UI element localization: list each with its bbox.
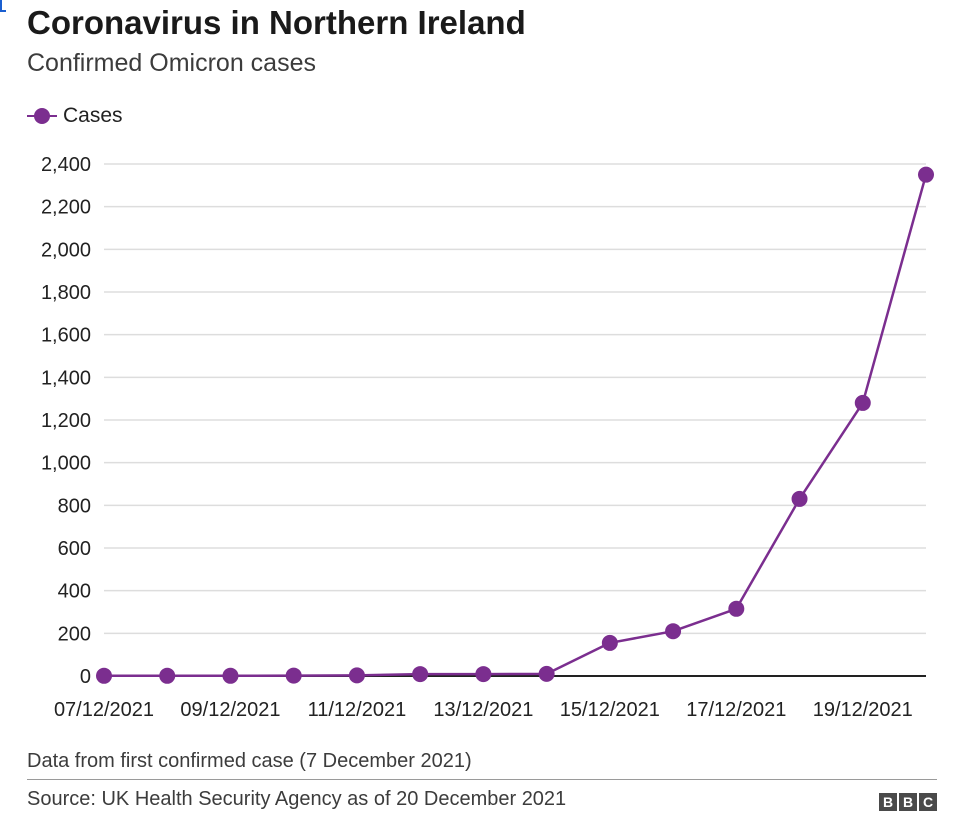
bbc-logo-letter: C (919, 793, 937, 811)
chart-legend: Cases (27, 103, 123, 129)
y-tick-label: 1,400 (41, 367, 91, 389)
y-tick-label: 200 (58, 623, 91, 645)
data-point (475, 666, 492, 683)
y-tick-label: 800 (58, 495, 91, 517)
x-tick-label: 15/12/2021 (560, 699, 660, 721)
y-tick-label: 400 (58, 581, 91, 603)
data-point (96, 667, 112, 684)
legend-label-cases: Cases (63, 104, 123, 127)
chart-subtitle: Confirmed Omicron cases (27, 49, 316, 77)
data-point (791, 490, 808, 507)
x-tick-label: 07/12/2021 (54, 699, 154, 721)
chart-title: Coronavirus in Northern Ireland (27, 4, 526, 41)
data-point (285, 667, 302, 684)
y-tick-label: 1,800 (41, 282, 91, 304)
data-point (348, 667, 365, 684)
data-point (918, 166, 934, 183)
data-point (854, 394, 871, 411)
footer-divider (27, 779, 937, 780)
data-point (222, 667, 239, 684)
x-axis-ticks: 07/12/2021 09/12/2021 11/12/2021 13/12/2021… (54, 699, 913, 721)
y-tick-label: 1,200 (41, 410, 91, 432)
bbc-logo-letter: B (879, 793, 897, 811)
x-tick-label: 09/12/2021 (180, 699, 280, 721)
bbc-logo-letter: B (899, 793, 917, 811)
line-chart: 0 200 400 600 800 1,000 1,200 1,400 1,600 1,800 2,… (41, 154, 934, 721)
y-tick-label: 2,200 (41, 197, 91, 219)
y-tick-label: 2,000 (41, 239, 91, 261)
series-line-cases (104, 174, 928, 678)
y-tick-label: 1,000 (41, 453, 91, 475)
y-tick-label: 600 (58, 538, 91, 560)
legend-swatch-icon (27, 106, 57, 126)
data-point (159, 667, 176, 684)
data-note: Data from first confirmed case (7 Decemb… (27, 750, 472, 772)
y-axis-ticks: 0 200 400 600 800 1,000 1,200 1,400 1,600 1,800 2,… (41, 154, 91, 688)
bbc-logo: B B C (879, 793, 937, 811)
y-tick-label: 1,600 (41, 325, 91, 347)
x-tick-label: 19/12/2021 (813, 699, 913, 721)
y-tick-label: 0 (80, 666, 91, 688)
data-point (412, 666, 429, 683)
x-tick-label: 11/12/2021 (308, 699, 407, 721)
data-point (665, 623, 682, 640)
grid-lines (104, 163, 926, 677)
x-tick-label: 17/12/2021 (686, 699, 786, 721)
series-cases (96, 166, 934, 684)
data-point (728, 600, 745, 617)
x-tick-label: 13/12/2021 (433, 699, 533, 721)
source-text: Source: UK Health Security Agency as of … (27, 788, 567, 810)
y-tick-label: 2,400 (41, 154, 91, 176)
data-point (601, 634, 618, 651)
data-point (538, 665, 555, 682)
corner-marker (0, 0, 6, 12)
